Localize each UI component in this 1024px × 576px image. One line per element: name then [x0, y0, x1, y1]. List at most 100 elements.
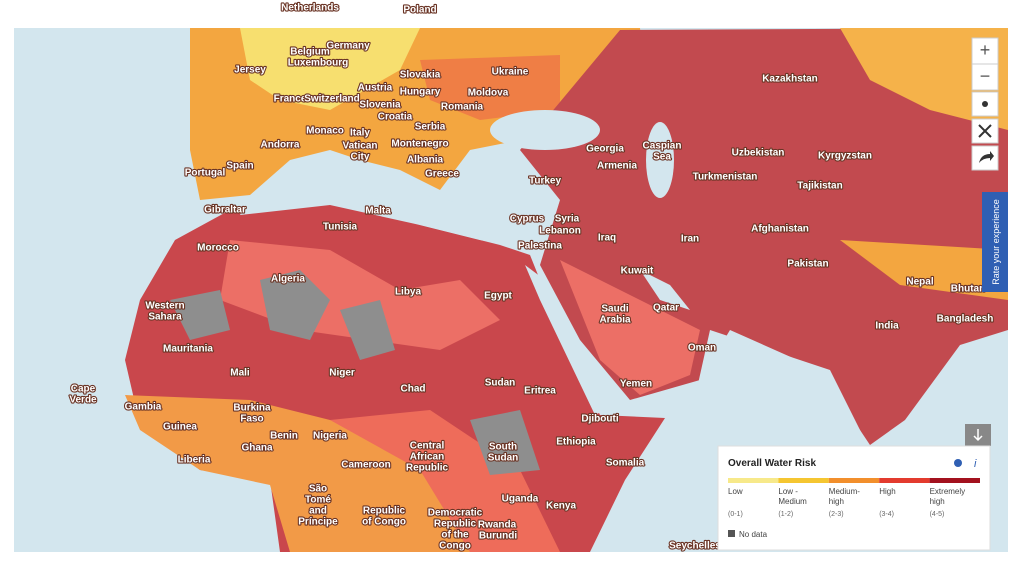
africa-central	[330, 410, 560, 552]
country-label: Turkey	[529, 176, 561, 187]
country-label: Tomé	[305, 495, 331, 506]
country-label: Slovakia	[400, 70, 441, 81]
legend-label: Medium-	[829, 487, 860, 496]
country-label: Sudan	[485, 378, 516, 389]
country-label: Nepal	[906, 277, 933, 288]
contrast-icon[interactable]	[954, 459, 962, 467]
country-label: Kazakhstan	[762, 74, 818, 85]
country-label: Seychelles	[669, 541, 721, 552]
country-label: Germany	[326, 41, 370, 52]
country-label: Kuwait	[621, 266, 654, 277]
no-data-label: No data	[739, 530, 768, 539]
country-label: Republic	[363, 506, 406, 517]
layers-icon	[982, 101, 988, 107]
country-label: Republic	[434, 519, 477, 530]
country-label: Cyprus	[510, 214, 545, 225]
country-label: Spain	[226, 161, 253, 172]
zoom-out[interactable]: −	[980, 66, 991, 86]
country-label: Vatican	[342, 141, 377, 152]
land	[125, 28, 1008, 552]
legend-label: High	[879, 487, 895, 496]
country-label: Hungary	[400, 87, 441, 98]
country-label: City	[351, 152, 370, 163]
country-label: Andorra	[261, 140, 300, 151]
country-label: Arabia	[599, 315, 631, 326]
country-label: Iraq	[598, 233, 616, 244]
country-label: Liberia	[178, 455, 211, 466]
legend-title: Overall Water Risk	[728, 458, 816, 469]
share-button[interactable]	[971, 145, 999, 171]
country-label: Djibouti	[581, 414, 618, 425]
country-label: Morocco	[197, 243, 239, 254]
country-label: Cameroon	[341, 460, 390, 471]
country-label: Armenia	[597, 161, 637, 172]
country-label: Syria	[555, 214, 580, 225]
country-label: Republic	[406, 463, 449, 474]
country-label: Greece	[425, 169, 459, 180]
legend-box	[717, 445, 991, 551]
share-icon	[979, 151, 994, 163]
country-label: Egypt	[484, 291, 512, 302]
feedback-bg[interactable]	[982, 192, 1008, 292]
legend-swatch	[929, 478, 980, 483]
country-label: Bangladesh	[937, 314, 994, 325]
legend-swatch	[828, 478, 880, 483]
country-label: Tajikistan	[797, 181, 842, 192]
country-label: Sahara	[148, 312, 182, 323]
country-label: Pakistan	[787, 259, 828, 270]
feedback-label[interactable]: Rate your experience	[991, 199, 1001, 285]
country-label: Verde	[69, 395, 97, 406]
legend-swatch	[879, 478, 930, 483]
country-label: Portugal	[185, 168, 226, 179]
country-label: Benin	[270, 431, 298, 442]
legend-range: (3-4)	[879, 511, 894, 518]
country-label: Gambia	[125, 402, 162, 413]
country-label: Niger	[329, 368, 355, 379]
zoom-in[interactable]: +	[980, 40, 991, 60]
country-label: Burkina	[233, 403, 271, 414]
legend-label: high	[930, 497, 945, 506]
country-label: Somalia	[606, 458, 645, 469]
country-label: Príncipe	[298, 517, 338, 528]
country-label: Yemen	[620, 379, 652, 390]
country-label: Chad	[401, 384, 426, 395]
legend-range: (1-2)	[778, 511, 793, 518]
red-sea	[525, 265, 605, 415]
info-icon[interactable]: i	[974, 458, 977, 470]
country-label: of the	[441, 530, 469, 541]
black-sea	[490, 110, 600, 150]
asia-north	[840, 28, 1008, 130]
country-label: Palestina	[518, 241, 562, 252]
feedback-tab[interactable]: Rate your experience	[982, 192, 1008, 292]
himalaya	[840, 240, 1008, 300]
legend-label: Medium	[778, 497, 807, 506]
europe-east	[420, 55, 560, 120]
country-label: Moldova	[468, 88, 509, 99]
country-label: South	[489, 442, 517, 453]
zoom-in-button[interactable]	[971, 37, 999, 65]
legend: Overall Water Risk i Low(0-1)Low -Medium…	[717, 445, 991, 551]
country-label: Caspian	[643, 141, 682, 152]
legend-range: (2-3)	[829, 511, 844, 518]
country-label: São	[309, 484, 327, 495]
no-data-swatch	[728, 530, 735, 537]
legend-label: high	[829, 497, 844, 506]
country-label: Nigeria	[313, 431, 347, 442]
country-label: Rwanda	[478, 520, 517, 531]
europe-low	[240, 28, 420, 110]
country-label: Poland	[403, 5, 436, 16]
legend-label: Low -	[778, 487, 798, 496]
zoom-out-button[interactable]	[971, 63, 999, 91]
country-label: Eritrea	[524, 386, 556, 397]
country-label: Mauritania	[163, 344, 213, 355]
legend-range: (0-1)	[728, 511, 743, 518]
arabia	[560, 260, 700, 395]
tools-icon	[978, 124, 992, 138]
country-label: Kenya	[546, 501, 576, 512]
country-label: Serbia	[415, 122, 446, 133]
country-label: Romania	[441, 102, 484, 113]
country-label: Afghanistan	[751, 224, 809, 235]
country-label: Switzerland	[304, 94, 360, 105]
country-label: Belgium	[290, 47, 330, 58]
